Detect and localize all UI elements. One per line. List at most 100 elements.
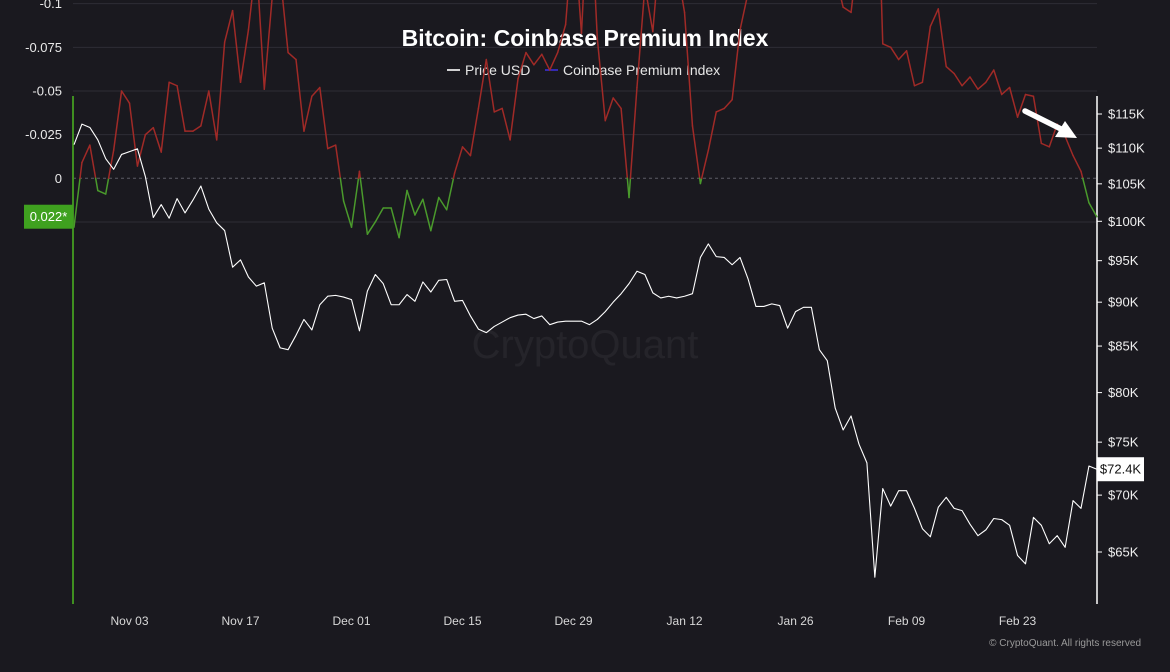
premium-segment-negative [509, 78, 519, 141]
premium-segment-negative [192, 125, 202, 132]
premium-segment-negative [469, 107, 480, 157]
y-right-tick-label: $90K [1108, 295, 1139, 310]
premium-segment-negative [594, 0, 599, 40]
y-left-tick-label: -0.025 [25, 127, 62, 142]
premium-segment-negative [525, 51, 535, 66]
premium-segment-negative [89, 144, 97, 180]
premium-segment-positive [430, 196, 440, 232]
premium-segment-negative [723, 98, 733, 110]
x-tick-label: Jan 12 [667, 614, 703, 628]
premium-segment-negative [731, 29, 741, 101]
premium-segment-negative [128, 102, 139, 167]
premium-segment-negative [1016, 93, 1027, 118]
premium-segment-positive [339, 177, 345, 202]
premium-segment-negative [945, 65, 955, 75]
premium-segment-negative [453, 146, 464, 174]
premium-segment-negative [160, 81, 170, 153]
y-left-tick-label: -0.075 [25, 40, 62, 55]
premium-segment-negative [652, 0, 657, 33]
y-right-tick-label: $80K [1108, 385, 1139, 400]
premium-segment-negative [452, 172, 456, 180]
premium-segment-negative [548, 51, 559, 71]
premium-segment-negative [477, 58, 488, 110]
premium-segment-positive [414, 198, 424, 216]
legend-label-premium[interactable]: Coinbase Premium Index [563, 62, 720, 78]
premium-segment-negative [1040, 142, 1051, 148]
premium-segment-negative [897, 50, 908, 61]
premium-segment-negative [79, 161, 83, 180]
premium-segment-negative [1080, 170, 1084, 180]
premium-segment-negative [311, 86, 321, 97]
premium-segment-negative [258, 0, 266, 90]
arrow-annotation [1022, 108, 1077, 138]
premium-segment-negative [168, 81, 178, 87]
premium-segment-negative [604, 97, 614, 122]
copyright-notice: © CryptoQuant. All rights reserved [989, 638, 1141, 649]
premium-segment-negative [850, 0, 854, 14]
x-tick-label: Jan 26 [778, 614, 814, 628]
premium-segment-negative [247, 0, 253, 31]
premium-segment-positive [342, 200, 353, 228]
premium-segment-negative [136, 133, 147, 167]
premium-segment-negative [152, 126, 162, 153]
y-left-tick-label: -0.1 [40, 0, 62, 11]
premium-segment-negative [961, 76, 971, 87]
premium-segment-negative [977, 81, 987, 90]
premium-segment-negative [556, 23, 567, 54]
premium-segment-positive [73, 177, 81, 228]
premium-segment-positive [445, 177, 455, 211]
premium-segment-positive [94, 177, 99, 192]
y-right-tick-label: $70K [1108, 488, 1139, 503]
premium-segment-negative [1000, 86, 1011, 96]
premium-segment-negative [691, 125, 701, 180]
premium-segment-positive [350, 177, 360, 228]
premium-segment-negative [707, 111, 718, 152]
premium-segment-negative [517, 51, 527, 80]
y-right-tick-label: $110K [1108, 141, 1145, 156]
premium-segment-negative [1064, 135, 1074, 157]
y-right-tick-label: $100K [1108, 214, 1146, 229]
y-right-tick-label: $95K [1108, 253, 1139, 268]
premium-segment-negative [295, 58, 305, 132]
premium-segment-negative [358, 170, 362, 180]
legend-label-price[interactable]: Price USD [465, 62, 530, 78]
premium-segment-positive [1088, 201, 1098, 218]
premium-segment-negative [929, 8, 940, 28]
premium-segment-negative [937, 8, 947, 68]
premium-segment-negative [880, 0, 884, 45]
premium-segment-positive [104, 177, 110, 195]
y-right-tick-label: $65K [1108, 545, 1139, 560]
premium-segment-positive [1082, 177, 1090, 204]
premium-segment-positive [374, 207, 384, 223]
premium-segment-negative [1072, 154, 1082, 173]
grid-layer [73, 3, 1097, 223]
premium-segment-negative [913, 81, 924, 87]
premium-segment-positive [628, 177, 632, 199]
price-line [73, 123, 1098, 578]
premium-segment-negative [985, 69, 995, 84]
arrow-shaft [1022, 108, 1066, 133]
premium-segment-negative [739, 0, 748, 31]
premium-segment-negative [485, 58, 495, 113]
premium-segment-positive [359, 177, 369, 235]
premium-segment-negative [842, 6, 852, 14]
premium-segment-positive [406, 189, 416, 216]
premium-segment-negative [1008, 86, 1019, 118]
premium-segment-negative [493, 107, 503, 113]
premium-segment-negative [636, 0, 645, 89]
premium-segment-negative [223, 9, 234, 43]
premium-segment-negative [620, 107, 629, 180]
premium-segment-negative [461, 146, 472, 157]
premium-segment-positive [699, 177, 703, 185]
premium-segment-negative [905, 50, 916, 87]
arrow-head [1055, 121, 1077, 138]
premium-segment-negative [107, 149, 115, 180]
y-left-tick-label: -0.05 [32, 83, 62, 98]
premium-segment-negative [889, 46, 900, 61]
price-current-badge [1097, 457, 1144, 482]
premium-segment-negative [263, 0, 273, 90]
labels-layer: 0-0.025-0.05-0.075-0.1-0.125-0.15-0.175-… [24, 0, 1146, 628]
y-left-tick-label: 0 [55, 171, 62, 186]
premium-segment-negative [580, 0, 584, 35]
